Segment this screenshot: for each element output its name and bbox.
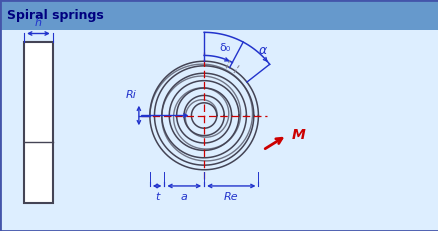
Text: α: α: [258, 43, 267, 57]
Text: Re: Re: [223, 192, 238, 202]
Text: a: a: [180, 192, 187, 202]
Bar: [0, 0, 438, 30]
Text: t: t: [155, 192, 159, 202]
Text: δ₀: δ₀: [219, 43, 230, 53]
Bar: [24, 42, 53, 203]
Text: Ri: Ri: [126, 91, 136, 100]
Text: Spiral springs: Spiral springs: [7, 9, 103, 21]
Text: h: h: [35, 18, 42, 28]
Text: M: M: [291, 128, 304, 142]
